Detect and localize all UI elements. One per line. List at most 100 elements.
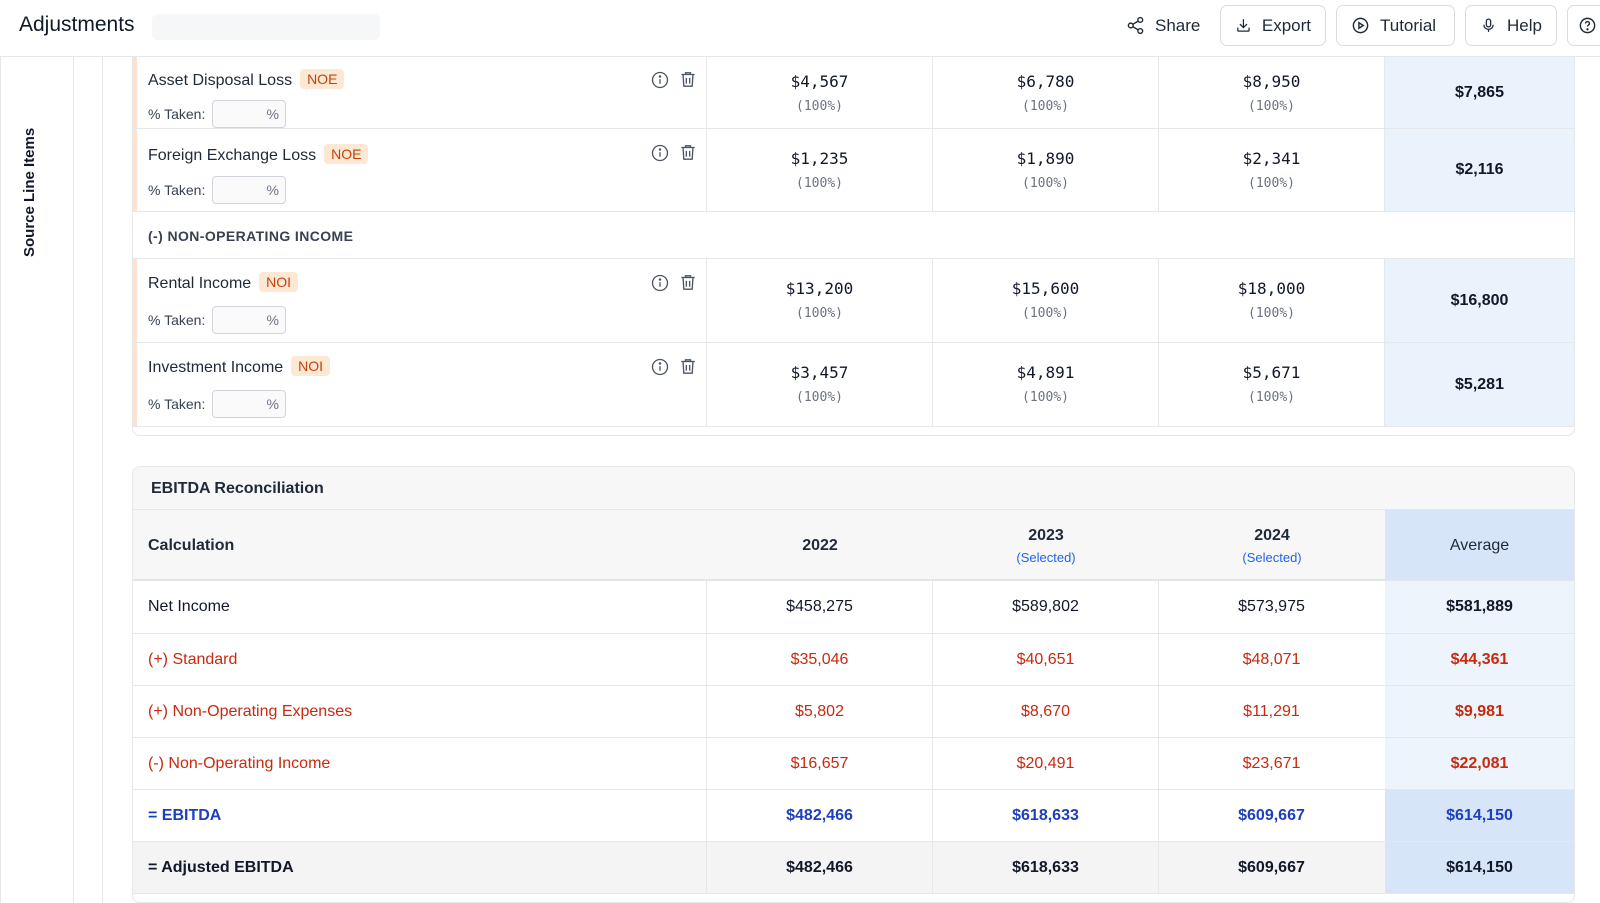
value-cell-2022: $13,200 (100%) xyxy=(707,259,933,342)
item-name: Rental Income NOI xyxy=(148,272,299,293)
share-label: Share xyxy=(1155,15,1201,35)
trash-icon[interactable] xyxy=(678,69,698,90)
pct-taken-input[interactable]: % xyxy=(212,306,286,334)
adjustment-row: Investment Income NOI % Taken: % $3,457 (1… xyxy=(133,343,1574,427)
cell-2022: $482,466 xyxy=(706,842,932,893)
section-title: (-) NON-OPERATING INCOME xyxy=(148,228,354,244)
average-cell: $2,116 xyxy=(1385,129,1574,211)
value-cell-2023: $4,891 (100%) xyxy=(933,343,1159,426)
cell-2022: $482,466 xyxy=(706,790,932,841)
value-cell-2024: $18,000 (100%) xyxy=(1159,259,1385,342)
selected-note: (Selected) xyxy=(1016,550,1076,565)
cell-2024: $609,667 xyxy=(1158,842,1384,893)
value-cell-2024: $5,671 (100%) xyxy=(1159,343,1385,426)
cell-2023: $618,633 xyxy=(932,790,1158,841)
source-line-items-label[interactable]: Source Line Items xyxy=(21,127,38,257)
noi-tag: NOI xyxy=(291,356,331,376)
info-icon[interactable] xyxy=(650,70,670,90)
row-accent xyxy=(133,259,137,342)
row-label: (+) Standard xyxy=(148,651,238,668)
divider xyxy=(102,57,103,903)
row-accent xyxy=(133,57,137,128)
table-row-non-operating-income: (-) Non-Operating Income $16,657 $20,491… xyxy=(133,738,1574,790)
column-header-2023[interactable]: 2023 (Selected) xyxy=(933,510,1159,579)
item-cell: Investment Income NOI % Taken: % xyxy=(137,343,707,426)
trash-icon[interactable] xyxy=(678,142,698,163)
value-cell-2023: $1,890 (100%) xyxy=(933,129,1159,211)
tutorial-label: Tutorial xyxy=(1380,15,1437,35)
cell-2023: $8,670 xyxy=(932,686,1158,737)
cell-average: $9,981 xyxy=(1385,686,1574,737)
cell-2023: $40,651 xyxy=(932,634,1158,685)
column-header-average: Average xyxy=(1385,510,1574,579)
top-bar: Adjustments Share Export Tutorial Help xyxy=(0,0,1600,57)
cell-2024: $11,291 xyxy=(1158,686,1384,737)
value-cell-2024: $2,341 (100%) xyxy=(1159,129,1385,211)
question-button[interactable] xyxy=(1567,5,1600,46)
cell-average: $22,081 xyxy=(1385,738,1574,789)
info-icon[interactable] xyxy=(650,357,670,377)
table-row-non-operating-expenses: (+) Non-Operating Expenses $5,802 $8,670… xyxy=(133,686,1574,738)
column-header-2022[interactable]: 2022 xyxy=(802,537,838,554)
column-header-2024[interactable]: 2024 (Selected) xyxy=(1159,510,1385,579)
download-icon xyxy=(1237,19,1250,32)
trash-icon[interactable] xyxy=(678,356,698,377)
tutorial-button[interactable]: Tutorial xyxy=(1336,5,1455,46)
row-label: (+) Non-Operating Expenses xyxy=(148,703,353,720)
export-button[interactable]: Export xyxy=(1220,5,1326,46)
pct-taken-label: % Taken: xyxy=(148,396,206,412)
adjustments-table: Asset Disposal Loss NOE % Taken: % $4,567… xyxy=(132,57,1575,436)
table-header: Calculation 2022 2023 (Selected) 2024 (Sel… xyxy=(133,510,1574,581)
adjustment-row: Rental Income NOI % Taken: % $13,200 (100%… xyxy=(133,259,1574,343)
trash-icon[interactable] xyxy=(678,272,698,293)
pct-taken-label: % Taken: xyxy=(148,182,206,198)
adjustment-row: Foreign Exchange Loss NOE % Taken: % $1,2… xyxy=(133,129,1574,212)
microphone-icon xyxy=(1483,18,1494,32)
cell-2023: $589,802 xyxy=(932,581,1158,633)
share-button[interactable]: Share xyxy=(1112,5,1215,46)
ebitda-reconciliation-panel: EBITDA Reconciliation Calculation 2022 2… xyxy=(132,466,1575,903)
pct-taken-input[interactable]: % xyxy=(212,390,286,418)
cell-2023: $618,633 xyxy=(932,842,1158,893)
item-name: Investment Income NOI xyxy=(148,356,331,377)
average-cell: $16,800 xyxy=(1385,259,1574,342)
cell-2022: $458,275 xyxy=(706,581,932,633)
panel-header: EBITDA Reconciliation xyxy=(133,467,1574,510)
info-icon[interactable] xyxy=(650,143,670,163)
export-label: Export xyxy=(1261,15,1311,35)
info-icon[interactable] xyxy=(650,273,670,293)
cell-average: $614,150 xyxy=(1385,842,1574,893)
table-row-adjusted-ebitda: = Adjusted EBITDA $482,466 $618,633 $609… xyxy=(133,842,1574,894)
title-placeholder xyxy=(152,14,380,40)
row-accent xyxy=(133,129,137,211)
help-label: Help xyxy=(1507,15,1542,35)
noe-tag: NOE xyxy=(324,144,369,164)
pct-taken-label: % Taken: xyxy=(148,312,206,328)
cell-average: $44,361 xyxy=(1385,634,1574,685)
noi-tag: NOI xyxy=(259,272,299,292)
cell-2023: $20,491 xyxy=(932,738,1158,789)
item-name: Asset Disposal Loss NOE xyxy=(148,69,345,90)
cell-2024: $573,975 xyxy=(1158,581,1384,633)
average-cell: $5,281 xyxy=(1385,343,1574,426)
item-cell: Foreign Exchange Loss NOE % Taken: % xyxy=(137,129,707,211)
section-header-non-operating-income: (-) NON-OPERATING INCOME xyxy=(133,212,1574,259)
table-row-ebitda: = EBITDA $482,466 $618,633 $609,667 $614… xyxy=(133,790,1574,842)
column-header-calculation: Calculation xyxy=(148,537,235,554)
pct-taken-input[interactable]: % xyxy=(212,100,286,128)
help-button[interactable]: Help xyxy=(1465,5,1557,46)
average-cell: $7,865 xyxy=(1385,57,1574,128)
selected-note: (Selected) xyxy=(1242,550,1302,565)
question-circle-icon xyxy=(1579,17,1596,34)
play-circle-icon xyxy=(1352,17,1369,34)
cell-average: $614,150 xyxy=(1385,790,1574,841)
pct-taken-label: % Taken: xyxy=(148,106,206,122)
item-cell: Rental Income NOI % Taken: % xyxy=(137,259,707,342)
cell-2024: $609,667 xyxy=(1158,790,1384,841)
pct-taken-input[interactable]: % xyxy=(212,176,286,204)
value-cell-2024: $8,950 (100%) xyxy=(1159,57,1385,128)
item-name: Foreign Exchange Loss NOE xyxy=(148,144,369,165)
cell-2024: $23,671 xyxy=(1158,738,1384,789)
adjustment-row: Asset Disposal Loss NOE % Taken: % $4,567… xyxy=(133,57,1574,129)
cell-2024: $48,071 xyxy=(1158,634,1384,685)
